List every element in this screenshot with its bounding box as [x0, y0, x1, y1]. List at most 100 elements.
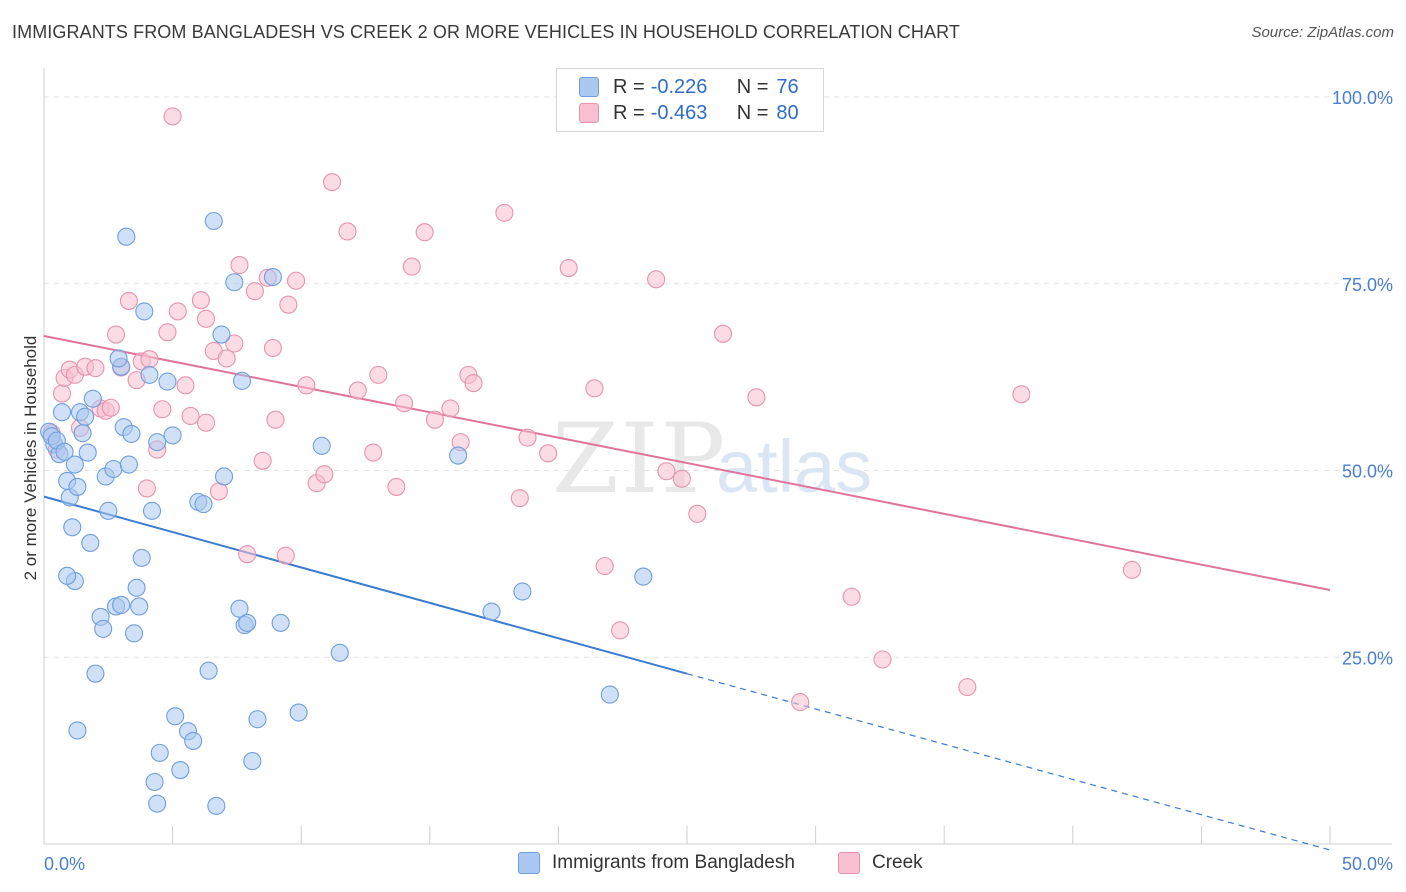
- point-creek: [176, 376, 195, 395]
- point-bangladesh: [225, 273, 244, 292]
- point-bangladesh: [482, 602, 501, 621]
- point-bangladesh: [207, 796, 226, 815]
- point-creek: [86, 359, 105, 378]
- y-tick-label: 100.0%: [1332, 88, 1393, 108]
- point-creek: [441, 399, 460, 418]
- point-creek: [245, 282, 264, 301]
- point-creek: [191, 291, 210, 310]
- point-bangladesh: [449, 446, 468, 465]
- series-label-creek: Creek: [872, 852, 923, 873]
- point-creek: [119, 291, 138, 310]
- legend-n-value: 76: [776, 75, 799, 98]
- point-bangladesh: [158, 372, 177, 391]
- point-creek: [369, 365, 388, 384]
- point-creek: [181, 406, 200, 426]
- point-bangladesh: [204, 211, 223, 231]
- point-creek: [464, 374, 483, 393]
- point-creek: [672, 469, 691, 488]
- point-creek: [276, 546, 295, 565]
- series-legend: Immigrants from Bangladesh Creek: [0, 852, 1406, 876]
- points-creek: [42, 107, 1142, 712]
- point-creek: [196, 309, 216, 328]
- y-tick-label: 25.0%: [1342, 648, 1393, 668]
- point-bangladesh: [55, 442, 74, 461]
- point-creek: [52, 384, 72, 403]
- legend-row-bangladesh: R = -0.226 N = 76: [579, 74, 799, 100]
- point-creek: [338, 222, 357, 241]
- point-bangladesh: [163, 426, 182, 445]
- point-creek: [153, 400, 172, 419]
- point-creek: [791, 693, 810, 712]
- point-creek: [263, 338, 282, 358]
- point-creek: [595, 557, 614, 576]
- point-bangladesh: [135, 302, 154, 321]
- legend-row-creek: R = -0.463 N = 80: [579, 100, 799, 126]
- correlation-legend: R = -0.226 N = 76 R = -0.463 N = 80: [556, 68, 824, 132]
- point-bangladesh: [119, 455, 138, 474]
- point-bangladesh: [124, 624, 144, 643]
- point-creek: [101, 398, 120, 417]
- point-bangladesh: [83, 389, 102, 408]
- point-creek: [747, 388, 766, 407]
- point-bangladesh: [513, 582, 532, 601]
- point-creek: [168, 302, 187, 321]
- points-bangladesh: [40, 211, 653, 815]
- point-bangladesh: [109, 349, 128, 368]
- series-legend-bangladesh: Immigrants from Bangladesh: [518, 852, 795, 874]
- point-creek: [348, 381, 367, 400]
- point-bangladesh: [104, 459, 123, 479]
- point-bangladesh: [140, 365, 159, 384]
- point-creek: [539, 444, 558, 463]
- point-bangladesh: [312, 436, 331, 455]
- y-axis-label: 2 or more Vehicles in Household: [21, 336, 40, 581]
- point-bangladesh: [148, 794, 167, 813]
- point-creek: [106, 325, 126, 344]
- point-creek: [158, 323, 177, 342]
- point-bangladesh: [122, 424, 141, 443]
- point-creek: [238, 545, 257, 564]
- point-bangladesh: [230, 599, 249, 618]
- point-bangladesh: [142, 501, 162, 520]
- point-bangladesh: [58, 566, 77, 585]
- point-bangladesh: [214, 467, 234, 486]
- legend-r-value: -0.463: [650, 101, 708, 124]
- point-bangladesh: [271, 613, 290, 632]
- point-bangladesh: [243, 752, 262, 771]
- point-bangladesh: [145, 772, 164, 792]
- point-bangladesh: [248, 710, 267, 729]
- point-creek: [425, 410, 444, 429]
- point-bangladesh: [63, 518, 82, 537]
- axes: [43, 68, 1392, 845]
- point-bangladesh: [184, 731, 203, 750]
- point-bangladesh: [166, 707, 185, 726]
- point-creek: [873, 650, 892, 669]
- watermark: ZIP atlas: [552, 403, 872, 515]
- point-creek: [657, 462, 676, 481]
- point-bangladesh: [634, 567, 653, 586]
- point-creek: [958, 678, 977, 697]
- point-bangladesh: [127, 578, 146, 597]
- point-creek: [415, 223, 434, 242]
- point-bangladesh: [94, 619, 113, 638]
- point-creek: [137, 479, 156, 498]
- point-creek: [647, 270, 666, 289]
- point-bangladesh: [600, 685, 619, 704]
- series-legend-creek: Creek: [838, 852, 923, 874]
- point-creek: [140, 350, 159, 369]
- point-creek: [585, 379, 604, 398]
- legend-r-label: R =: [613, 101, 645, 124]
- point-bangladesh: [232, 371, 252, 390]
- point-bangladesh: [263, 267, 282, 287]
- point-creek: [315, 465, 334, 484]
- legend-n-label: N =: [736, 101, 769, 124]
- legend-n-value: 80: [776, 101, 799, 124]
- point-creek: [364, 443, 383, 462]
- trend-lines-bangladesh: [43, 495, 1331, 851]
- point-creek: [611, 621, 630, 640]
- series-swatch-creek: [838, 852, 860, 874]
- point-bangladesh: [289, 703, 308, 722]
- legend-r-value: -0.226: [650, 75, 708, 98]
- point-bangladesh: [52, 403, 72, 422]
- point-bangladesh: [148, 433, 167, 452]
